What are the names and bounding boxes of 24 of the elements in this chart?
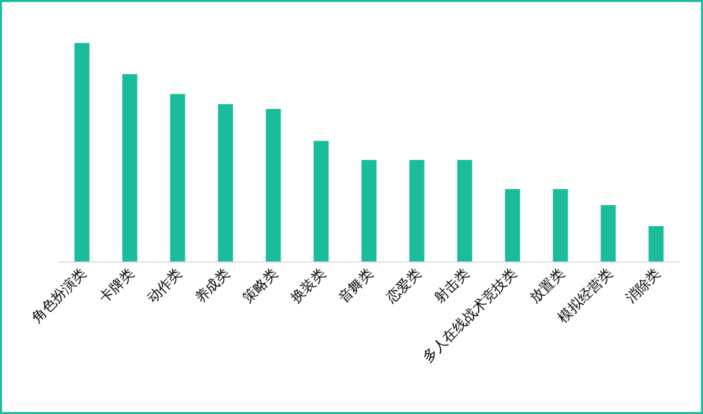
x-tick-label: 恋爱类	[382, 264, 424, 307]
bar	[266, 108, 281, 262]
x-tick-label: 消除类	[622, 264, 664, 306]
bar	[457, 160, 472, 262]
bar	[362, 160, 376, 262]
bar	[122, 74, 138, 262]
bar	[170, 94, 186, 262]
x-tick-label: 养成类	[192, 264, 233, 306]
x-tick-label: 音舞类	[335, 264, 376, 306]
bar	[648, 226, 664, 262]
bar	[552, 189, 568, 262]
x-tick-label: 策略类	[239, 264, 280, 306]
bar	[600, 205, 616, 262]
x-tick-label: 放置类	[526, 264, 568, 306]
bar	[218, 104, 233, 262]
bar	[74, 43, 90, 262]
x-tick-label: 动作类	[144, 264, 185, 306]
x-tick-label: 换装类	[287, 264, 328, 306]
bar	[409, 160, 424, 262]
x-tick-label: 角色扮演类	[28, 264, 90, 326]
bar	[314, 140, 329, 262]
x-tick-label: 射击类	[430, 264, 472, 306]
x-tick-label: 卡牌类	[96, 264, 137, 306]
bar	[505, 189, 520, 262]
